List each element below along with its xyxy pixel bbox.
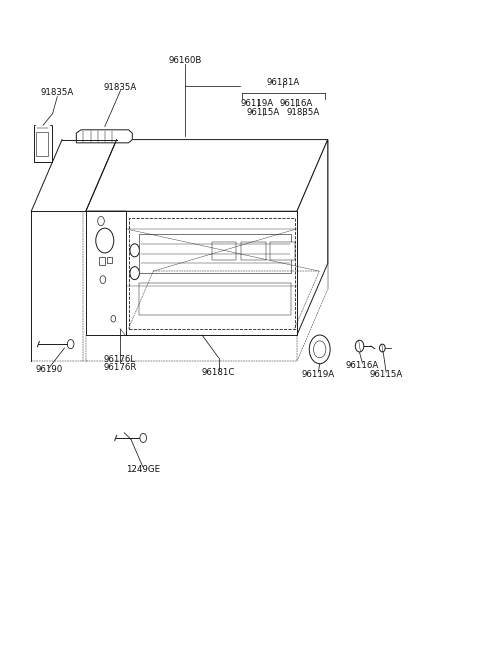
Bar <box>139 283 291 315</box>
Text: 96115A: 96115A <box>370 370 403 378</box>
Polygon shape <box>297 139 328 335</box>
Bar <box>36 133 48 156</box>
Text: 96176R: 96176R <box>103 363 137 372</box>
Bar <box>241 242 265 260</box>
Bar <box>99 257 105 265</box>
Text: 1249GE: 1249GE <box>126 465 160 474</box>
Text: 96116A: 96116A <box>279 99 312 108</box>
Text: 96176L: 96176L <box>104 355 136 364</box>
Bar <box>34 125 52 162</box>
Text: 96181A: 96181A <box>266 78 300 87</box>
Bar <box>86 212 297 335</box>
Text: 96119A: 96119A <box>302 370 335 378</box>
Text: 96190: 96190 <box>36 365 63 374</box>
Bar <box>107 258 112 263</box>
Text: 96116A: 96116A <box>346 361 379 370</box>
Text: 96181C: 96181C <box>202 368 235 376</box>
Text: 96119A: 96119A <box>241 99 274 108</box>
Bar <box>129 217 295 328</box>
Text: 91835A: 91835A <box>104 83 137 92</box>
Text: 96115A: 96115A <box>246 108 279 118</box>
Circle shape <box>355 340 364 352</box>
Polygon shape <box>76 130 132 143</box>
Circle shape <box>309 335 330 364</box>
Text: 91835A: 91835A <box>287 108 320 118</box>
Bar <box>139 234 291 273</box>
Circle shape <box>380 344 385 352</box>
Text: 96160B: 96160B <box>169 56 202 64</box>
Text: 91835A: 91835A <box>41 88 74 97</box>
Polygon shape <box>86 139 328 212</box>
Bar <box>270 242 295 260</box>
Bar <box>212 242 236 260</box>
